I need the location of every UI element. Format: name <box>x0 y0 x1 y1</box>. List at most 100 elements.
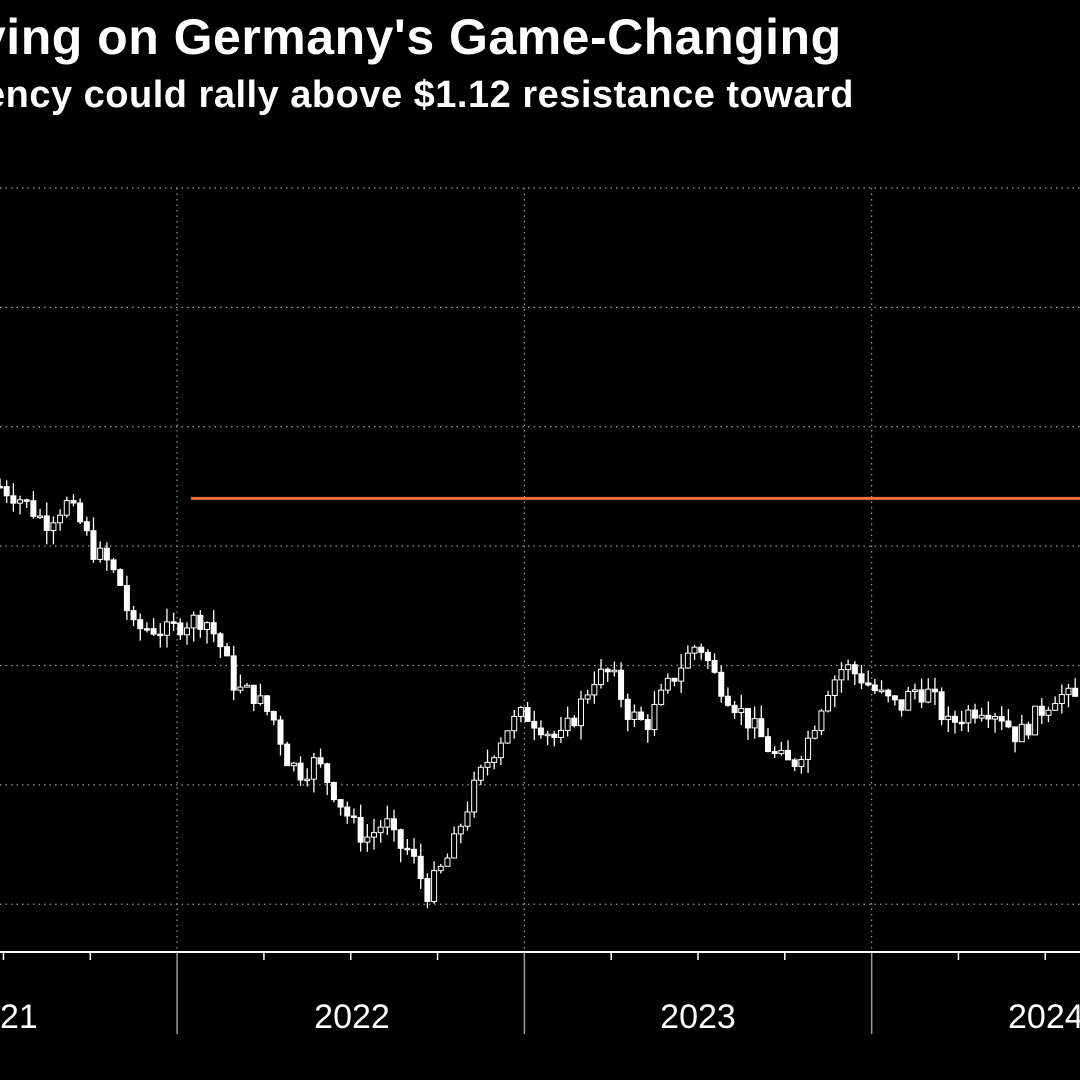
candle-body <box>644 719 651 731</box>
candle-body <box>123 584 130 612</box>
candle-body <box>324 763 331 784</box>
candle-body <box>624 698 631 720</box>
candle-body <box>604 668 611 673</box>
candle-body <box>791 759 798 767</box>
candle-body <box>704 651 711 662</box>
candle-body <box>724 695 731 706</box>
candle-body <box>584 694 591 700</box>
candle-body <box>758 718 765 738</box>
candle-body <box>778 749 785 755</box>
candle-body <box>484 761 491 768</box>
candle-body <box>965 709 972 724</box>
candle-body <box>1018 723 1025 743</box>
candle-body <box>150 628 157 635</box>
candle-body <box>411 848 418 857</box>
candle-body <box>818 710 825 732</box>
candle-body <box>658 689 665 705</box>
candle-body <box>731 704 738 714</box>
candle-body <box>83 521 90 532</box>
candle-body <box>718 671 725 697</box>
candle-body <box>77 502 84 523</box>
candle-body <box>384 818 391 828</box>
candle-body <box>431 870 438 903</box>
candle-body <box>1038 705 1045 716</box>
candle-body <box>851 664 858 675</box>
candle-body <box>477 766 484 781</box>
candle-body <box>284 743 291 767</box>
candle-body <box>377 826 384 834</box>
candle-body <box>451 833 458 859</box>
candle-body <box>491 757 498 763</box>
candle-body <box>183 627 190 636</box>
candle-body <box>17 499 24 504</box>
candle-body <box>0 485 3 489</box>
x-tick-label-2024: 2024 <box>1008 998 1080 1036</box>
candles <box>0 478 1079 909</box>
candle-body <box>798 758 805 767</box>
candle-body <box>357 816 364 843</box>
candle-body <box>684 652 691 669</box>
candle-body <box>978 714 985 719</box>
candle-body <box>557 730 564 738</box>
candle-body <box>330 782 337 801</box>
candle-body <box>464 811 471 827</box>
gridlines <box>0 187 1080 905</box>
candle-body <box>531 720 538 729</box>
candle-body <box>811 730 818 739</box>
candle-body <box>424 878 431 903</box>
candle-body <box>103 547 110 561</box>
candle-body <box>891 695 898 701</box>
candle-body <box>344 806 351 817</box>
candle-body <box>57 514 64 524</box>
candle-body <box>591 684 598 696</box>
candle-body <box>638 711 645 721</box>
candle-body <box>972 709 979 719</box>
candle-body <box>931 688 938 693</box>
candle-body <box>37 515 44 518</box>
candle-body <box>898 699 905 711</box>
candle-body <box>70 500 77 504</box>
candle-body <box>244 684 251 688</box>
candle-body <box>30 500 37 517</box>
candle-body <box>845 664 852 671</box>
candle-body <box>350 815 357 819</box>
candle-body <box>524 707 531 722</box>
chart-subtitle: ency could rally above $1.12 resistance … <box>0 74 854 116</box>
candle-body <box>177 622 184 636</box>
candle-body <box>170 621 177 624</box>
candle-body <box>230 655 237 691</box>
candle-body <box>391 818 398 831</box>
candle-body <box>905 691 912 711</box>
candle-body <box>63 500 70 516</box>
candle-body <box>571 717 578 727</box>
candle-body <box>564 717 571 732</box>
candle-body <box>10 495 17 504</box>
candle-body <box>751 718 758 729</box>
candle-body <box>764 736 771 752</box>
candle-body <box>691 646 698 654</box>
candle-body <box>197 614 204 630</box>
candle-body <box>618 669 625 700</box>
candle-body <box>117 569 124 586</box>
candle-body <box>958 721 965 725</box>
candle-body <box>237 686 244 691</box>
candle-body <box>457 825 464 835</box>
candle-body <box>771 750 778 755</box>
candle-body <box>217 633 224 648</box>
candle-body <box>444 857 451 867</box>
candle-body <box>744 708 751 729</box>
candle-body <box>471 779 478 813</box>
x-tick-label-2022: 2022 <box>314 998 390 1036</box>
candle-body <box>163 621 170 636</box>
candle-body <box>678 667 685 682</box>
candle-body <box>871 684 878 692</box>
candle-body <box>951 715 958 723</box>
candle-body <box>544 733 551 737</box>
candle-body <box>1005 720 1012 728</box>
candle-body <box>110 559 117 571</box>
candle-body <box>504 730 511 744</box>
chart-title: ying on Germany's Game-Changing <box>0 9 842 65</box>
candle-body <box>998 716 1005 722</box>
candle-body <box>257 695 264 704</box>
